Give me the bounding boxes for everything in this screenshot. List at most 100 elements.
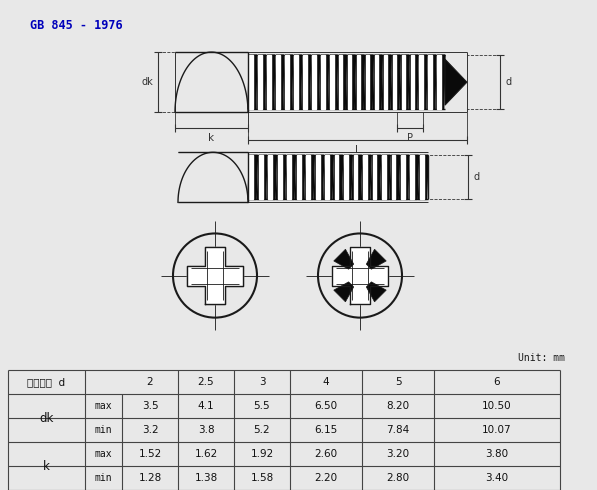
Text: 螺纹规格  d: 螺纹规格 d [27,377,66,387]
Polygon shape [330,55,334,109]
Polygon shape [332,247,388,304]
Polygon shape [301,55,310,109]
Polygon shape [316,155,319,199]
Polygon shape [187,266,243,286]
Polygon shape [427,55,436,109]
Polygon shape [384,55,387,109]
Polygon shape [269,155,272,199]
Text: 1.62: 1.62 [195,449,218,459]
Polygon shape [287,155,291,199]
Polygon shape [205,247,225,304]
Text: 8.20: 8.20 [386,401,410,411]
Text: 7.84: 7.84 [386,425,410,435]
Polygon shape [363,155,367,199]
Polygon shape [250,55,253,109]
Polygon shape [375,55,378,109]
Polygon shape [284,55,293,109]
Text: 6.15: 6.15 [315,425,338,435]
Polygon shape [418,155,428,199]
Polygon shape [278,155,282,199]
Text: 3.5: 3.5 [141,401,158,411]
Polygon shape [314,155,324,199]
Polygon shape [353,155,358,199]
Polygon shape [357,55,361,109]
Polygon shape [429,55,432,109]
Text: Unit: mm: Unit: mm [518,353,565,364]
Polygon shape [257,55,266,109]
Text: 2.20: 2.20 [315,473,337,483]
Polygon shape [381,155,390,199]
Polygon shape [334,249,353,269]
Polygon shape [259,155,263,199]
Text: d: d [474,172,480,182]
Polygon shape [399,155,409,199]
Polygon shape [391,55,400,109]
Polygon shape [305,155,314,199]
Polygon shape [373,155,376,199]
Polygon shape [306,155,310,199]
Text: 5.2: 5.2 [254,425,270,435]
Polygon shape [259,55,262,109]
Polygon shape [333,155,343,199]
Polygon shape [187,247,243,304]
Polygon shape [325,155,329,199]
Text: k: k [208,133,214,143]
Polygon shape [310,55,319,109]
Text: 3.20: 3.20 [386,449,410,459]
Polygon shape [267,55,271,109]
Polygon shape [296,155,305,199]
Text: 1.52: 1.52 [139,449,162,459]
Text: max: max [95,401,112,411]
Polygon shape [267,155,276,199]
Polygon shape [420,55,423,109]
Polygon shape [293,55,301,109]
Text: dk: dk [39,412,54,425]
Text: 3.2: 3.2 [141,425,158,435]
Polygon shape [409,55,418,109]
Polygon shape [420,155,424,199]
Text: 4.1: 4.1 [198,401,214,411]
Text: 3.8: 3.8 [198,425,214,435]
Text: 1.92: 1.92 [250,449,273,459]
Polygon shape [418,55,427,109]
Polygon shape [321,55,325,109]
Text: 10.50: 10.50 [482,401,512,411]
Polygon shape [328,55,337,109]
Polygon shape [248,55,257,109]
Polygon shape [297,155,300,199]
Text: 3.40: 3.40 [485,473,509,483]
Polygon shape [445,59,467,105]
Polygon shape [324,155,333,199]
Text: 1.38: 1.38 [195,473,218,483]
Polygon shape [337,55,346,109]
Polygon shape [362,155,371,199]
Polygon shape [335,155,338,199]
Polygon shape [409,155,418,199]
Text: d: d [506,77,512,87]
Polygon shape [364,55,373,109]
Polygon shape [346,55,355,109]
Polygon shape [402,55,405,109]
Polygon shape [343,155,352,199]
Polygon shape [382,55,391,109]
Polygon shape [401,155,405,199]
Polygon shape [257,155,267,199]
Polygon shape [373,55,382,109]
Polygon shape [367,282,386,302]
Text: 6: 6 [494,377,500,387]
Polygon shape [371,155,381,199]
Text: 6.50: 6.50 [315,401,337,411]
Polygon shape [266,55,275,109]
Text: k: k [43,460,50,472]
Polygon shape [285,55,289,109]
Text: 2.80: 2.80 [386,473,410,483]
Polygon shape [344,155,348,199]
Text: 1.28: 1.28 [139,473,162,483]
Text: 3.80: 3.80 [485,449,509,459]
Text: dk: dk [141,77,153,87]
Polygon shape [411,155,414,199]
Polygon shape [367,249,386,269]
Polygon shape [436,55,445,109]
Polygon shape [352,155,362,199]
Text: min: min [95,473,112,483]
